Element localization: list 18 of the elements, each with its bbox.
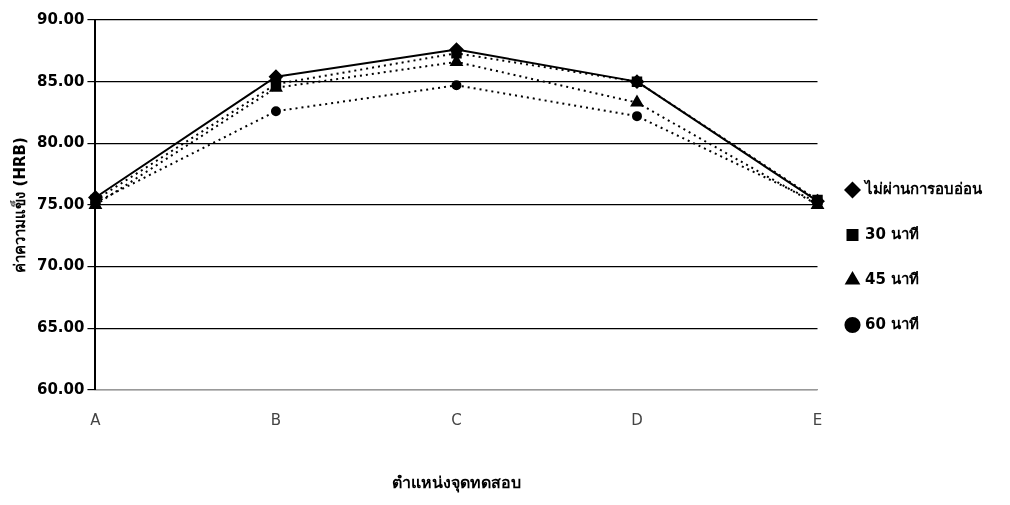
y-tick-label: 90.00 xyxy=(36,9,85,28)
x-tick-label: B xyxy=(270,410,282,429)
x-tick-label: E xyxy=(812,410,823,429)
y-tick-label: 65.00 xyxy=(36,318,85,337)
y-axis-title: ค่าความแข็ง (HRB) xyxy=(9,137,29,273)
legend-label: 60 นาที xyxy=(865,314,920,333)
x-tick-label: C xyxy=(451,410,462,429)
legend-label: 30 นาที xyxy=(865,224,920,243)
x-tick-label: D xyxy=(631,410,643,429)
y-tick-label: 85.00 xyxy=(36,71,85,90)
y-tick-label: 75.00 xyxy=(36,194,85,213)
x-tick-label: A xyxy=(90,410,102,429)
y-tick-label: 60.00 xyxy=(36,379,85,398)
legend-label: ไม่ผ่านการอบอ่อน xyxy=(863,178,983,198)
x-axis-title: ตำแหน่งจุดทดสอบ xyxy=(391,472,521,493)
y-tick-label: 70.00 xyxy=(36,256,85,275)
y-tick-label: 80.00 xyxy=(36,133,85,152)
legend-label: 45 นาที xyxy=(865,269,920,288)
